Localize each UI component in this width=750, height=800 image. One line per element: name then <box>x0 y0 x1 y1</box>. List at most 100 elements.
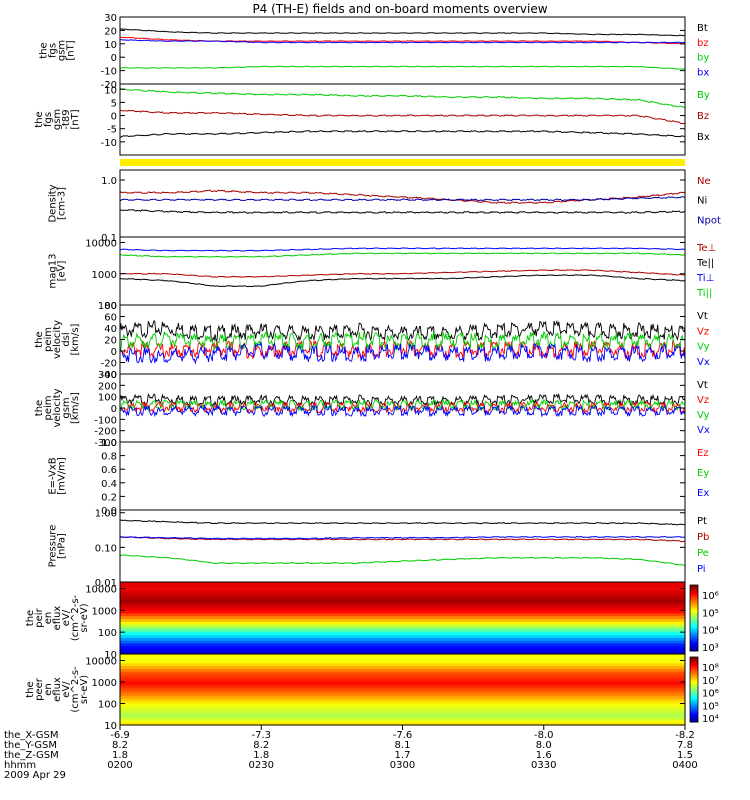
colorbar-cell <box>690 674 698 677</box>
colorbar-cell <box>690 637 698 640</box>
colorbar-label: 10⁴ <box>702 714 719 725</box>
colorbar-cell <box>690 663 698 666</box>
colorbar-cell <box>690 666 698 669</box>
y-tick-label: -300 <box>94 438 117 449</box>
heatmap-band <box>120 700 685 705</box>
colorbar-label: 10⁸ <box>702 663 719 674</box>
colorbar-cell <box>690 691 698 694</box>
y-axis-label: sr-eV) <box>79 675 90 704</box>
heatmap-band <box>120 693 685 697</box>
y-axis-label: the <box>34 400 45 416</box>
heatmap-band <box>120 591 685 595</box>
heatmap-band <box>120 605 685 609</box>
y-axis-label: [eV] <box>57 261 68 282</box>
heatmap-band <box>120 668 685 673</box>
y-tick-label: 80 <box>104 301 117 312</box>
y-axis-label: en <box>43 683 54 696</box>
y-tick-label: 100 <box>98 393 117 404</box>
series-line-Vy <box>119 330 686 352</box>
date-label: 2009 Apr 29 <box>4 770 66 781</box>
colorbar-cell <box>690 717 698 720</box>
colorbar-cell <box>690 687 698 690</box>
y-axis-label: peir <box>34 607 45 627</box>
colorbar-cell <box>690 619 698 622</box>
y-tick-label: 0.0 <box>101 506 117 517</box>
panel-4: 10000 1000 100 mag13[eV] Te⊥ Te|| Ti⊥ Ti|| <box>48 236 716 312</box>
colorbar-cell <box>690 673 698 676</box>
y-axis-label: dsl <box>61 332 72 346</box>
panel-3: 1.0 0.1 Density[cm-3] Ne Ni Npot <box>48 169 721 244</box>
colorbar-cell <box>690 593 698 596</box>
y-tick-label: 300 <box>98 370 117 381</box>
y-axis-label: (cm^2-s- <box>70 594 81 641</box>
series-line-Bx <box>119 130 686 138</box>
y-axis-label: velocity <box>52 320 63 359</box>
legend-entry: Vt <box>697 311 708 322</box>
heatmap-band <box>120 687 685 692</box>
heatmap-band <box>120 654 685 661</box>
y-axis-label: the <box>25 610 36 626</box>
colorbar-cell <box>690 712 698 715</box>
y-tick-label: 100 <box>98 699 117 710</box>
colorbar-cell <box>690 626 698 629</box>
colorbar-cell <box>690 632 698 635</box>
heatmap-band <box>120 618 685 623</box>
colorbar-cell <box>690 713 698 716</box>
ephemeris-value: 8.2 <box>112 740 128 751</box>
colorbar-cell <box>690 642 698 645</box>
y-tick-label: 20 <box>104 26 117 37</box>
ephemeris-label: the_X-GSM <box>4 730 58 741</box>
legend-entry: Ey <box>697 468 709 479</box>
colorbar-cell <box>690 629 698 632</box>
colorbar-cell <box>690 616 698 619</box>
colorbar-cell <box>690 599 698 602</box>
y-axis-label: [nT] <box>66 40 77 60</box>
series-line-Vt <box>119 319 686 342</box>
legend-entry: Pt <box>697 516 707 527</box>
ephemeris-value: -7.3 <box>251 730 271 741</box>
y-axis-label: mag13 <box>48 254 59 289</box>
colorbar-cell <box>690 634 698 637</box>
colorbar-label: 10⁶ <box>702 591 719 602</box>
y-tick-label: 0 <box>111 53 117 64</box>
y-axis-label: the <box>39 42 50 58</box>
ephemeris-value: 0200 <box>107 760 132 771</box>
y-axis-label: [cm-3] <box>57 187 68 220</box>
colorbar-cell <box>690 627 698 631</box>
heatmap-band <box>120 626 685 631</box>
y-axis-label: eV/ <box>61 609 72 626</box>
legend-entry: By <box>697 90 710 101</box>
y-axis-label: peer <box>34 677 45 701</box>
legend-entry: Vz <box>697 326 709 337</box>
heatmap-band <box>120 632 685 636</box>
y-axis-label: sr-eV) <box>79 603 90 632</box>
y-tick-label: 0 <box>111 112 117 123</box>
colorbar-label: 10⁶ <box>702 689 719 700</box>
legend-entry: bx <box>697 67 709 78</box>
legend-entry: Vy <box>697 342 710 353</box>
series-line-Vz <box>119 339 686 361</box>
heatmap-band <box>120 660 685 664</box>
ephemeris-value: 7.8 <box>677 740 693 751</box>
series-line-bx <box>120 39 686 44</box>
colorbar-cell <box>690 609 698 612</box>
heatmap-band <box>120 621 685 625</box>
colorbar-cell <box>690 624 698 627</box>
y-axis-label: (cm^2-s- <box>70 666 81 713</box>
colorbar-frame <box>689 584 699 652</box>
panel-7: 1.0 0.8 0.6 0.4 0.2 0.0 E=-VxB[mV/m] Ez Ey Ex <box>48 438 710 517</box>
heatmap-band <box>120 690 685 694</box>
legend-entry: Ex <box>697 488 709 499</box>
y-axis-label: -t89 <box>61 109 72 129</box>
series-line-Pi <box>120 535 686 540</box>
series-line-Vt <box>119 392 686 407</box>
legend-entry: Vy <box>697 410 710 421</box>
panel-frame <box>119 236 686 306</box>
ephemeris-value: -8.2 <box>675 730 695 741</box>
colorbar-cell <box>690 608 698 611</box>
ephemeris-value: -8.0 <box>534 730 554 741</box>
colorbar-cell <box>690 678 698 681</box>
